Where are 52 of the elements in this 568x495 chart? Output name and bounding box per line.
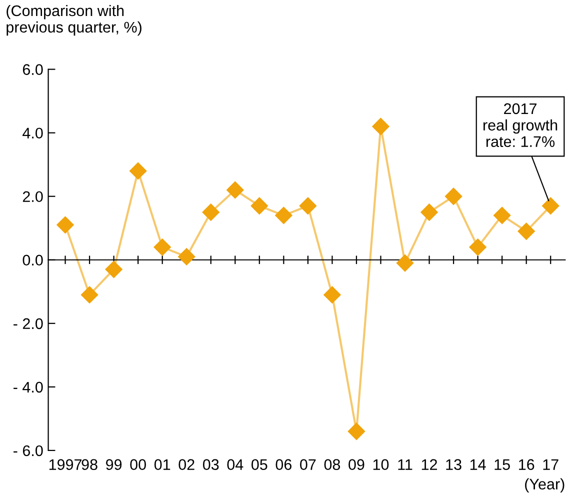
x-tick-label: 12 [422,459,437,470]
point [299,197,316,214]
x-tick-label: 03 [202,459,219,470]
y-tick-label: - 4.0 [14,382,43,393]
x-tick-label: 10 [373,459,389,470]
point [130,162,147,180]
point [56,216,74,234]
point [178,248,196,266]
point [80,286,98,304]
point [275,206,292,224]
point [372,118,390,136]
point [420,204,438,221]
annotation: 2017 real growth rate: 1.7% [483,103,558,148]
x-tick-label: 99 [106,459,122,470]
point [324,286,341,304]
x-tick-label: 09 [348,459,364,470]
x-tick-label: 00 [130,459,146,470]
y-tick-label: 6.0 [22,64,43,75]
x-tick-label: 02 [178,459,194,470]
y-tick-label: 0.0 [22,254,43,266]
y-tick-label: 2.0 [22,191,43,202]
point [542,197,560,214]
point [250,197,268,214]
x-tick-label: 15 [494,459,510,470]
x-tick-label: 1997 [49,459,82,470]
point [202,204,220,221]
point [154,238,171,256]
y-tick-label: 4.0 [22,128,43,139]
x-tick-label: 17 [543,459,558,470]
x-tick-label: 07 [300,459,316,470]
x-tick-label: 05 [252,459,268,470]
point [494,206,511,224]
y-axis-title: (Comparison with previous quarter, %) [6,4,142,36]
x-tick-label: 11 [398,459,412,470]
x-tick-label: 04 [227,459,244,470]
x-tick-label: 01 [154,459,170,470]
x-axis-title: (Year) [525,478,564,493]
y-tick-label: - 6.0 [14,445,43,456]
x-tick-label: 16 [519,459,534,470]
x-tick-label: 13 [446,459,462,470]
point [518,222,535,240]
x-tick-label: 14 [470,459,486,470]
point [444,188,462,205]
x-tick-label: 06 [276,459,292,470]
x-tick-label: 98 [82,459,98,470]
point [396,254,414,272]
point [348,422,366,440]
x-tick-label: 08 [324,459,340,470]
y-tick-label: - 2.0 [14,318,43,330]
point [226,181,244,199]
point [469,238,486,256]
point [105,260,122,278]
